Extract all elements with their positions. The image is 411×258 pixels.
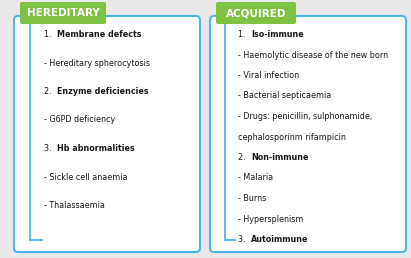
Text: - Hereditary spherocytosis: - Hereditary spherocytosis xyxy=(44,59,150,68)
Text: Enzyme deficiencies: Enzyme deficiencies xyxy=(57,87,149,96)
Text: - Bacterial septicaemia: - Bacterial septicaemia xyxy=(238,92,331,101)
Text: Hb abnormalities: Hb abnormalities xyxy=(57,144,135,153)
Text: 1.: 1. xyxy=(238,30,248,39)
Text: Membrane defects: Membrane defects xyxy=(57,30,141,39)
FancyBboxPatch shape xyxy=(216,2,296,24)
Text: 2.: 2. xyxy=(44,87,54,96)
Text: cephalosporinm rifampicin: cephalosporinm rifampicin xyxy=(238,133,346,141)
Text: 3.: 3. xyxy=(44,144,54,153)
Text: Iso-immune: Iso-immune xyxy=(251,30,304,39)
Text: - Sickle cell anaemia: - Sickle cell anaemia xyxy=(44,173,127,181)
Text: 2.: 2. xyxy=(238,153,248,162)
Text: 3.: 3. xyxy=(238,235,248,244)
FancyBboxPatch shape xyxy=(210,16,406,252)
Text: HEREDITARY: HEREDITARY xyxy=(27,8,99,18)
Text: Autoimmune: Autoimmune xyxy=(251,235,309,244)
Text: - Viral infection: - Viral infection xyxy=(238,71,299,80)
Text: Non-immune: Non-immune xyxy=(251,153,309,162)
Text: - G6PD deficiency: - G6PD deficiency xyxy=(44,116,115,125)
Text: ACQUIRED: ACQUIRED xyxy=(226,8,286,18)
Text: - Malaria: - Malaria xyxy=(238,173,273,182)
Text: - Burns: - Burns xyxy=(238,194,266,203)
Text: - Hypersplenism: - Hypersplenism xyxy=(238,214,303,223)
Text: - Thalassaemia: - Thalassaemia xyxy=(44,201,105,210)
Text: - Haemolytic disease of the new born: - Haemolytic disease of the new born xyxy=(238,51,388,60)
FancyBboxPatch shape xyxy=(20,2,106,24)
FancyBboxPatch shape xyxy=(14,16,200,252)
Text: - Drugs: penicillin, sulphonamide,: - Drugs: penicillin, sulphonamide, xyxy=(238,112,372,121)
Text: 1.: 1. xyxy=(44,30,54,39)
